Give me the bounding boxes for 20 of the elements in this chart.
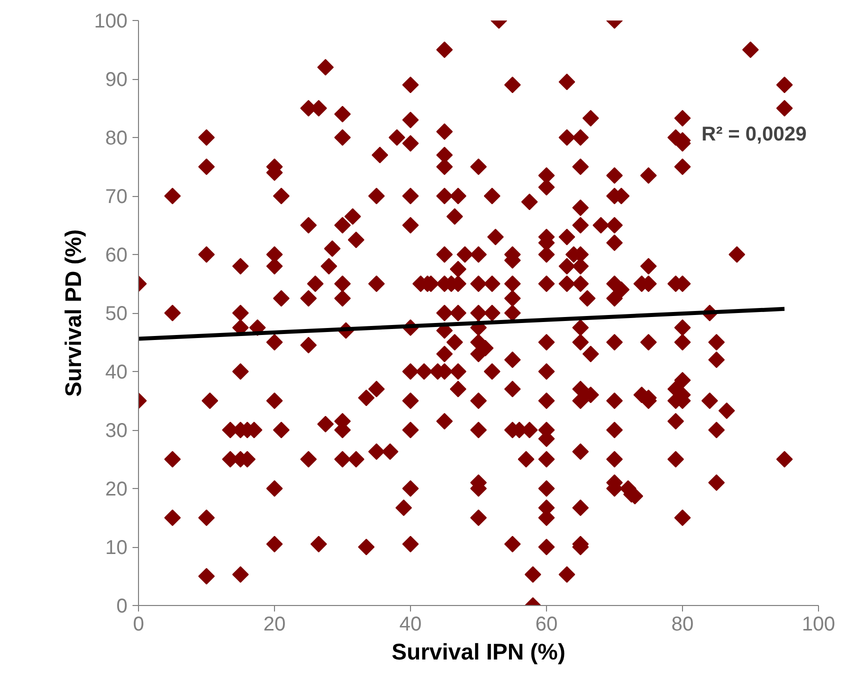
y-axis-title: Survival PD (%) bbox=[60, 229, 86, 397]
y-tick-label: 10 bbox=[105, 537, 128, 559]
x-tick-label: 100 bbox=[802, 614, 836, 636]
y-tick-label: 30 bbox=[105, 420, 128, 442]
x-tick-label: 80 bbox=[671, 614, 694, 636]
x-tick-label: 40 bbox=[399, 614, 422, 636]
y-tick-label: 70 bbox=[105, 186, 128, 208]
x-tick-label: 0 bbox=[132, 614, 144, 636]
y-tick-label: 80 bbox=[105, 128, 128, 150]
x-tick-label: 20 bbox=[263, 614, 286, 636]
y-tick-label: 0 bbox=[116, 596, 128, 618]
annotation: R² = 0,0029 bbox=[702, 124, 807, 146]
y-tick-label: 100 bbox=[94, 10, 128, 32]
y-tick-label: 90 bbox=[105, 69, 128, 91]
x-axis-title: Survival IPN (%) bbox=[392, 638, 566, 664]
y-tick-label: 40 bbox=[105, 362, 128, 384]
y-tick-label: 20 bbox=[105, 478, 128, 500]
y-tick-label: 50 bbox=[105, 303, 128, 325]
x-tick-label: 60 bbox=[535, 614, 558, 636]
y-tick-label: 60 bbox=[105, 244, 128, 266]
